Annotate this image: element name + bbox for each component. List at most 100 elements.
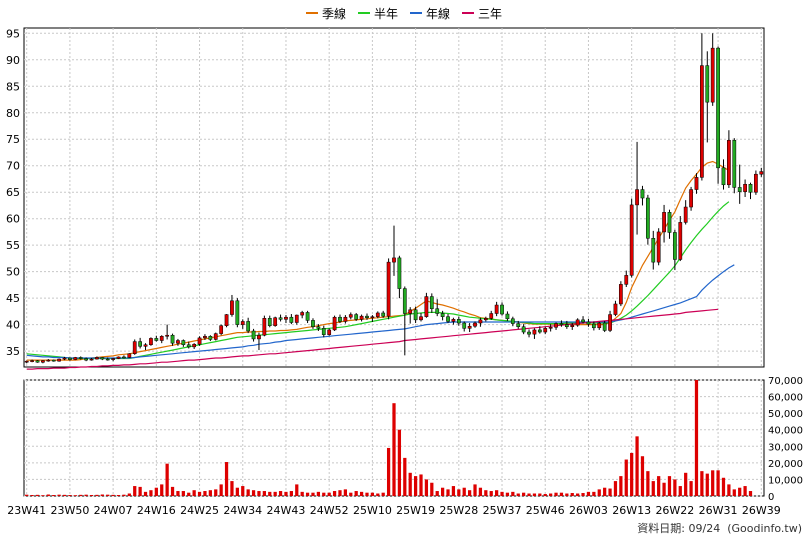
candle-body [370,316,375,318]
candle-body [429,296,434,309]
volume-bar [608,488,612,496]
volume-bar [413,476,418,496]
candle-body [532,329,537,335]
volume-bar [203,491,207,496]
volume-bar [284,491,288,496]
volume-bar [484,490,488,496]
volume-bar [516,493,520,496]
volume-bar [354,491,358,496]
candle-body [105,358,110,361]
volume-bar [446,489,450,496]
candle-body [321,328,326,335]
candle-body [343,316,348,322]
candle-body [705,65,710,103]
volume-bar [89,495,94,496]
candle-body [397,257,402,289]
price-tick-label: 45 [6,292,20,305]
candle-body [710,47,715,103]
volume-bar [376,493,380,496]
volume-bar [365,492,369,496]
volume-bar [62,494,67,496]
candle-body [537,329,542,333]
price-tick-label: 40 [6,319,20,332]
candle-body [581,319,585,323]
legend-item-quarter: 季線 [305,5,346,22]
candle-body [435,308,440,314]
candle-body [84,358,88,361]
volume-bar [451,486,456,496]
volume-bar [73,495,77,496]
x-tick-label: 23W41 [7,504,46,517]
volume-bar [727,484,731,496]
x-tick-label: 26W22 [655,504,694,517]
candle-body [213,333,218,340]
candle-body [181,340,186,346]
candle-body [467,325,472,329]
volume-bar [170,486,175,496]
candle-body [165,334,170,337]
volume-bar [613,481,618,496]
volume-bar [278,491,283,496]
volume-bar [214,489,218,496]
candle-body [543,328,548,333]
candle-body [332,316,337,331]
candle-body [127,353,132,358]
candle-body [662,212,666,233]
x-tick-label: 26W39 [742,504,781,517]
volume-bar [127,493,131,496]
volume-bar [111,494,115,496]
candle-body [721,167,726,186]
legend-label-three-year: 三年 [478,6,503,21]
candle-body [375,312,380,317]
volume-bar [138,486,142,496]
volume-bar [419,474,423,496]
candle-body [419,316,423,321]
legend-label-half-year: 半年 [373,6,398,21]
legend-label-year: 年線 [426,6,451,21]
candle-body [402,288,407,314]
candle-body [618,284,623,305]
candle-body [678,222,683,260]
candle-body [386,261,391,317]
price-tick-label: 55 [6,239,20,252]
x-tick-label: 24W07 [94,504,133,517]
candle-body [456,319,461,324]
candle-body [122,356,126,359]
price-tick-label: 35 [6,345,20,358]
volume-bar [673,479,677,496]
candle-body [694,177,699,190]
volume-bar [386,447,391,496]
candle-body [159,336,164,341]
candle-body [51,359,56,362]
volume-bar [646,471,650,496]
volume-bar [305,492,310,496]
volume-bar [235,487,239,496]
candle-body [95,357,99,360]
volume-bar [122,494,126,496]
x-tick-label: 23W50 [50,504,89,517]
volume-bar [35,494,40,496]
volume-bar [430,482,434,496]
volume-bar [176,491,180,496]
volume-bar [684,472,688,496]
candle-body [570,324,575,327]
volume-bar [246,489,250,496]
legend: 季線 半年 年線 三年 [0,0,808,26]
volume-bar [106,494,110,496]
candle-body [667,212,672,233]
volume-bar [30,495,34,496]
volume-bar [133,486,137,496]
volume-bar [100,494,104,496]
candle-body [154,338,159,341]
candle-body [311,320,315,327]
volume-bar [230,481,234,496]
candle-body [235,300,240,325]
volume-bar [197,491,202,496]
volume-bar [468,490,472,496]
volume-bar [462,487,466,496]
candle-body [365,315,369,318]
candle-body [300,312,305,316]
candle-body [673,232,677,260]
candle-body [700,65,704,178]
candle-body [408,309,413,314]
